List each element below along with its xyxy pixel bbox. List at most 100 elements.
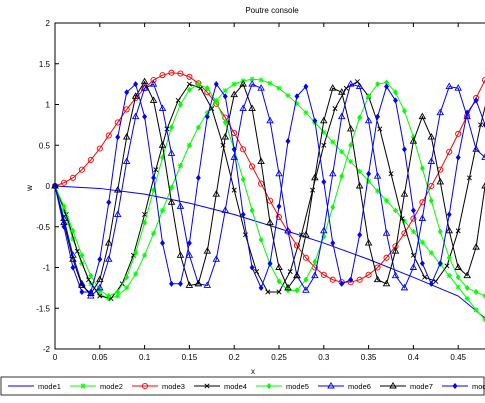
- y-tick-label: 0.5: [39, 141, 51, 150]
- data-point-mode5: [375, 80, 381, 88]
- data-point-mode3: [249, 163, 256, 170]
- y-tick-label: -1: [43, 264, 51, 273]
- data-point-mode3: [320, 271, 327, 278]
- data-point-mode5: [88, 272, 94, 279]
- data-point-mode6: [96, 283, 104, 291]
- legend-item-mode7: mode7: [380, 381, 433, 391]
- data-point-mode7: [355, 181, 364, 189]
- data-point-mode7: [373, 275, 382, 283]
- y-tick-label: -1.5: [36, 304, 50, 313]
- data-point-mode2: [303, 110, 309, 116]
- legend-box: [0, 376, 485, 396]
- data-point-mode3: [482, 77, 485, 84]
- data-point-mode7: [481, 182, 485, 189]
- data-point-mode6: [149, 80, 158, 87]
- data-point-mode7: [346, 124, 355, 132]
- data-point-mode6: [400, 283, 409, 291]
- data-point-mode8: [124, 89, 130, 96]
- data-point-mode7: [149, 96, 158, 103]
- data-point-mode3: [60, 179, 68, 186]
- data-point-mode6: [302, 286, 310, 293]
- data-point-mode8: [267, 260, 273, 267]
- x-tick-label: 0.4: [408, 353, 420, 362]
- data-point-mode2: [61, 207, 67, 214]
- legend-swatch-marker: [327, 381, 335, 389]
- data-point-mode2: [339, 149, 345, 155]
- data-point-mode3: [186, 73, 193, 80]
- data-point-mode5: [348, 142, 354, 149]
- data-point-mode7: [104, 238, 113, 246]
- data-point-mode8: [464, 109, 470, 116]
- data-point-mode7: [158, 141, 167, 148]
- x-tick-label: 0.3: [318, 353, 330, 362]
- data-point-mode8: [330, 239, 336, 247]
- data-point-mode8: [142, 113, 148, 120]
- data-point-mode5: [482, 292, 485, 300]
- data-point-mode3: [446, 148, 453, 155]
- data-point-mode2: [204, 110, 210, 116]
- data-point-mode7: [320, 116, 328, 124]
- data-point-mode2: [321, 129, 327, 135]
- data-point-mode2: [267, 80, 273, 86]
- data-point-mode2: [276, 85, 282, 91]
- data-point-mode2: [366, 178, 372, 184]
- data-point-mode4: [354, 79, 360, 85]
- data-point-mode8: [106, 199, 112, 206]
- data-point-mode8: [303, 83, 309, 90]
- series-mode6: [51, 80, 485, 299]
- x-tick-label: 0.25: [271, 353, 287, 362]
- data-point-mode5: [213, 98, 219, 106]
- legend-item-mode8: mode8: [442, 382, 485, 391]
- data-point-mode5: [419, 164, 425, 172]
- data-point-mode5: [204, 84, 210, 92]
- data-point-mode2: [258, 77, 264, 83]
- data-point-mode2: [150, 230, 157, 236]
- data-point-mode8: [357, 231, 363, 239]
- x-tick-label: 0.35: [361, 353, 377, 362]
- legend-label: mode8: [472, 382, 485, 391]
- data-point-mode7: [328, 84, 337, 91]
- data-point-mode5: [133, 249, 139, 257]
- y-tick-label: 1.5: [39, 60, 51, 69]
- data-point-mode3: [105, 132, 112, 139]
- data-point-mode7: [131, 92, 140, 99]
- legend-label: mode3: [162, 382, 185, 391]
- data-point-mode8: [482, 121, 485, 128]
- data-point-mode4: [254, 269, 260, 275]
- legend-label: mode1: [38, 382, 61, 391]
- data-point-mode7: [445, 226, 454, 234]
- legend-swatch-marker: [266, 382, 272, 390]
- data-point-mode8: [384, 83, 390, 90]
- data-point-mode3: [123, 106, 130, 113]
- data-point-mode7: [337, 88, 346, 95]
- data-point-mode5: [473, 288, 479, 296]
- data-point-mode5: [186, 86, 192, 94]
- data-point-mode3: [275, 213, 283, 221]
- data-point-mode5: [258, 236, 264, 243]
- data-point-mode8: [294, 93, 300, 100]
- data-point-mode4: [231, 187, 237, 193]
- legend-label: mode6: [348, 382, 371, 391]
- data-point-mode3: [168, 69, 175, 76]
- data-point-mode2: [159, 207, 166, 214]
- data-point-mode7: [400, 190, 409, 197]
- data-point-mode3: [240, 146, 247, 153]
- data-point-mode8: [446, 211, 452, 218]
- data-point-mode7: [176, 251, 185, 258]
- data-point-mode3: [159, 72, 166, 79]
- data-point-mode8: [222, 93, 228, 100]
- data-point-mode5: [455, 274, 461, 281]
- legend-swatch-marker: [80, 383, 86, 389]
- data-point-mode2: [124, 285, 130, 291]
- data-point-mode4: [321, 142, 327, 148]
- data-point-mode8: [177, 280, 183, 288]
- data-point-mode5: [446, 254, 452, 261]
- data-point-mode4: [265, 289, 271, 295]
- data-point-mode3: [356, 276, 363, 283]
- data-point-mode6: [248, 80, 256, 87]
- data-point-mode8: [348, 276, 354, 283]
- data-point-mode5: [339, 173, 345, 180]
- legend-label: mode2: [100, 382, 123, 391]
- data-point-mode5: [70, 227, 76, 235]
- data-point-mode4: [466, 175, 472, 181]
